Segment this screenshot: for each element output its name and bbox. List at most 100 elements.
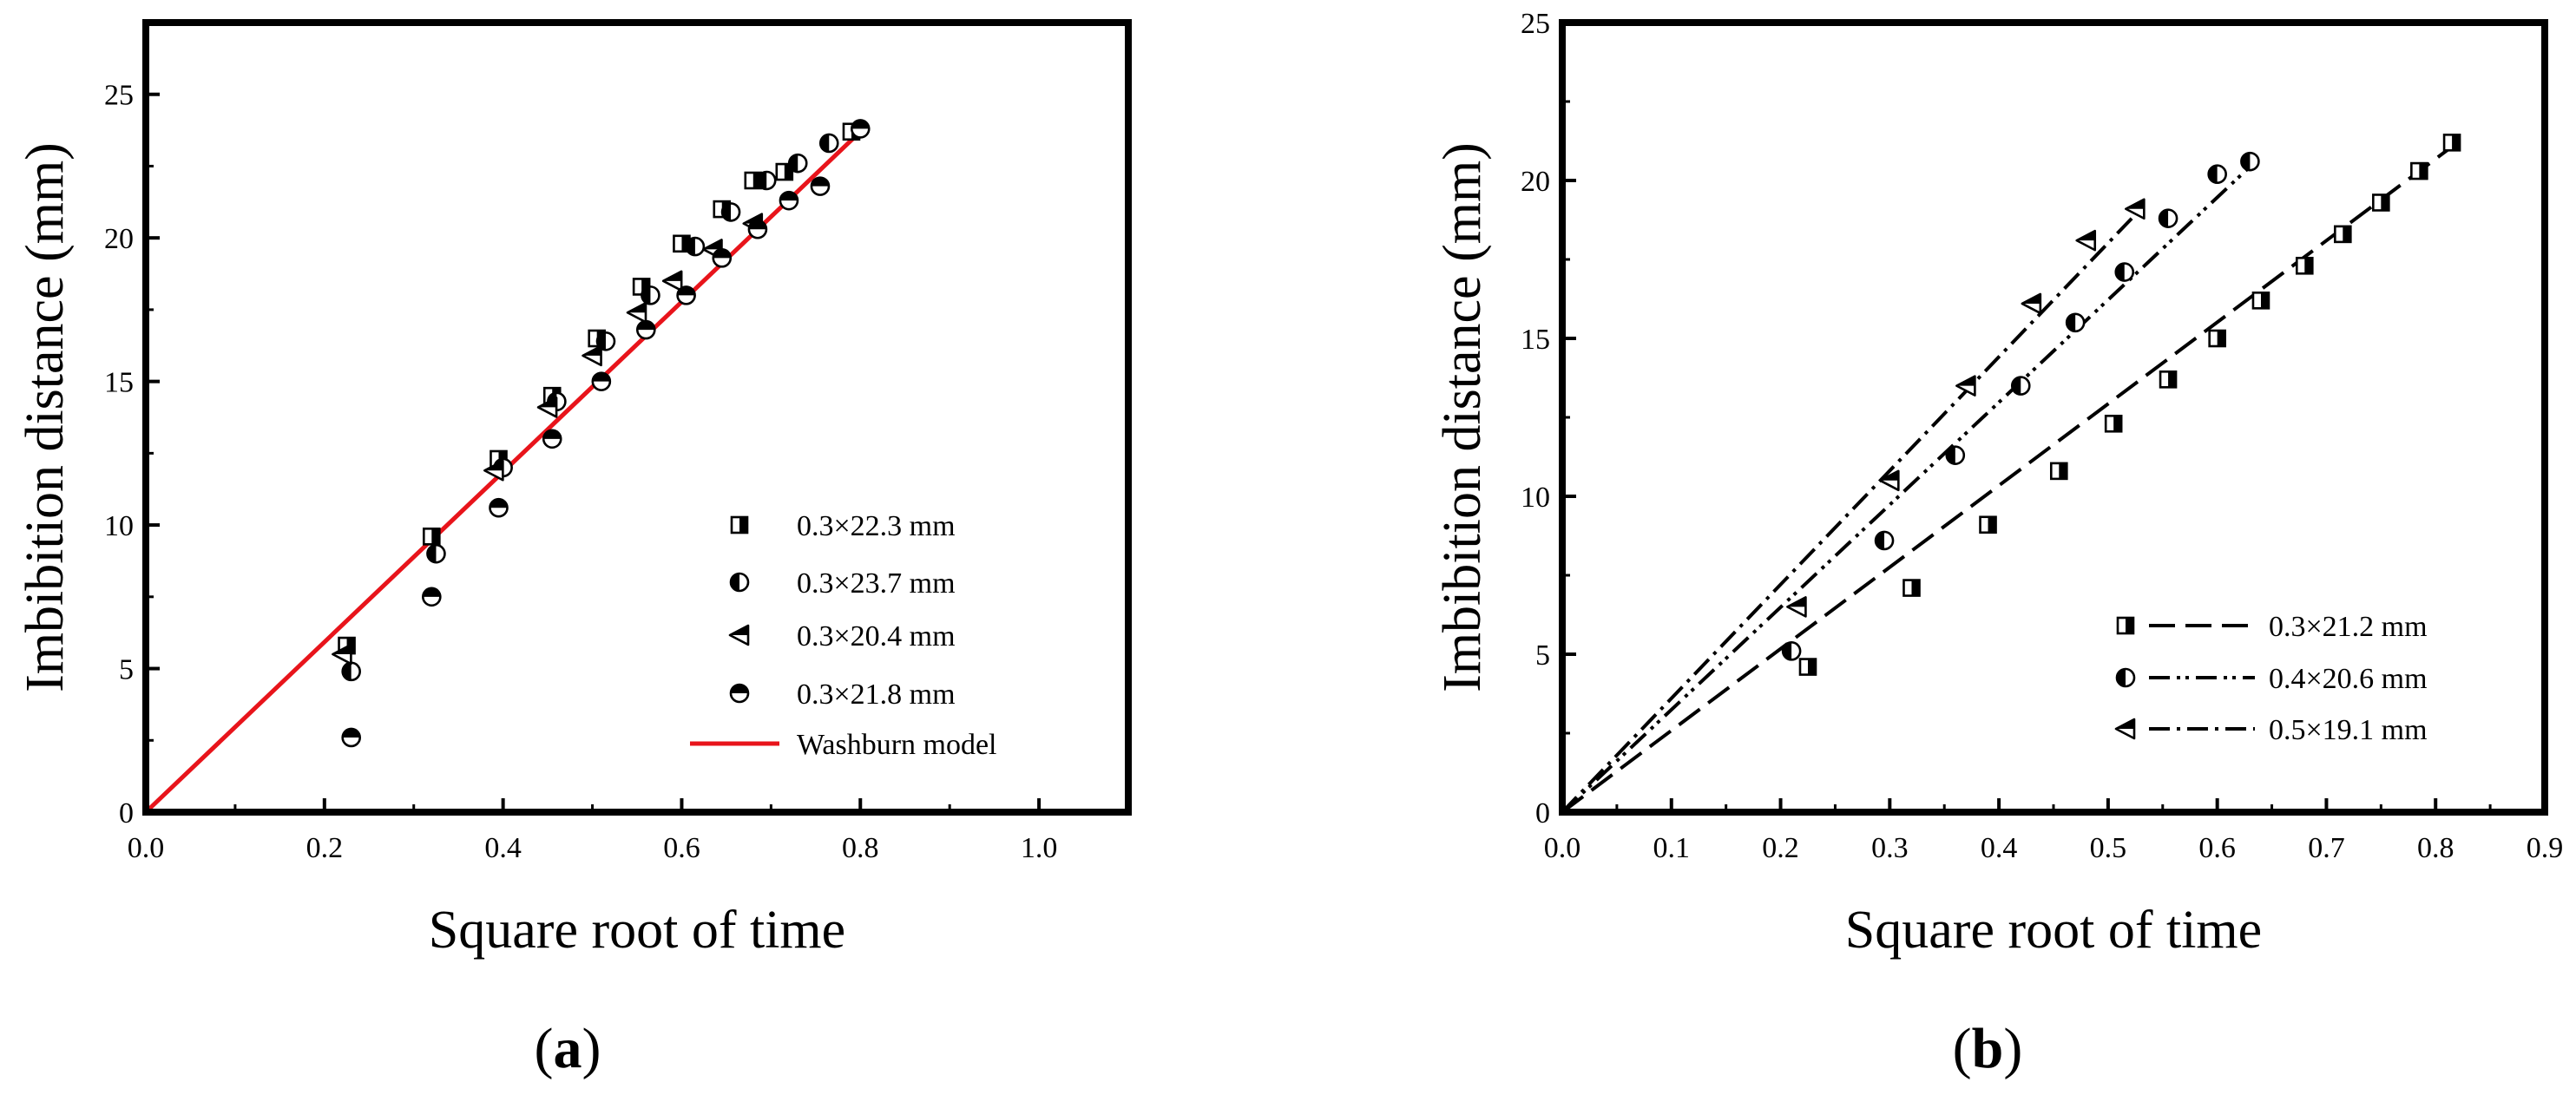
panel-a-series-1-point — [641, 285, 660, 305]
panel-b-series-1-point — [1781, 641, 1802, 661]
panel-a-series-1-point — [426, 543, 446, 564]
panel-b-series-0-point — [2104, 414, 2123, 433]
panel-b-x-ticks: 0.0 0.1 0.2 0.3 0.4 0.5 0.6 0.7 0.8 0.9 — [1544, 798, 2564, 864]
panel-b-series-2-point — [1879, 469, 1900, 492]
panel-a-series-1-point — [818, 133, 839, 154]
panel-a-series-1-point — [341, 661, 361, 682]
panel-a-y-tick-label: 0 — [119, 797, 134, 829]
panel-b-y-ticks: 0 5 10 15 20 25 — [1521, 8, 1576, 829]
panel-a-x-tick-label: 0.4 — [484, 832, 522, 864]
panel-b-legend-marker-0 — [2116, 616, 2135, 635]
panel-a-series-3-point — [489, 497, 509, 518]
panel-b-x-tick-label: 0.5 — [2090, 832, 2127, 864]
panel-a-series-1-point — [720, 202, 741, 222]
panel-a-series-3-point — [635, 319, 656, 340]
panel-a-plot-frame — [142, 19, 1132, 816]
panel-a-x-ticks: 0.0 0.2 0.4 0.6 0.8 1.0 — [128, 798, 1130, 864]
panel-a-series-3-point — [850, 119, 871, 139]
panel-b-series-1-point — [2207, 164, 2227, 185]
panel-b-y-tick-label: 20 — [1521, 166, 1550, 198]
panel-b-y-tick-label: 10 — [1521, 482, 1550, 514]
panel-b-series-0-point — [2208, 329, 2226, 348]
panel-b-legend: 0.3×21.2 mm 0.4×20.6 mm 0.5×19.1 mm — [2114, 611, 2428, 746]
panel-a-legend-label-0: 0.3×22.3 mm — [797, 510, 956, 542]
panel-a-y-ticks: 0 5 10 15 20 25 — [104, 80, 160, 829]
panel-b-series-1-point — [2114, 262, 2135, 282]
panel-a-x-tick-label: 0.6 — [663, 832, 700, 864]
panel-a-series-3-point — [591, 371, 612, 391]
panel-a-series-3-point — [810, 176, 831, 196]
panel-b-legend-label-0: 0.3×21.2 mm — [2269, 611, 2428, 643]
panel-a-legend-label-2: 0.3×20.4 mm — [797, 620, 956, 652]
panel-b-x-tick-label: 0.7 — [2308, 832, 2345, 864]
panel-b-series-0-point — [2334, 225, 2352, 244]
panel-a-y-tick-label: 20 — [104, 223, 134, 255]
panel-b-x-tick-label: 0.2 — [1762, 832, 1799, 864]
panel-b-series-0-point — [2049, 462, 2068, 481]
panel-a-label: (a) — [535, 1017, 601, 1080]
panel-b-series-1-point — [2240, 151, 2260, 172]
panel-b-x-tick-label: 0.9 — [2527, 832, 2564, 864]
panel-a-y-tick-label: 15 — [104, 367, 134, 399]
panel-b-series-1-point — [1874, 530, 1895, 551]
panel-b-series-2-fit-line — [1561, 207, 2143, 814]
panel-b-legend-marker-1 — [2115, 667, 2136, 688]
panel-a-series-0-point — [775, 162, 794, 181]
panel-a-legend: 0.3×22.3 mm 0.3×23.7 mm 0.3×20.4 mm 0.3×… — [690, 510, 997, 761]
panel-a-series-3-point — [747, 219, 768, 239]
panel-b-y-tick-label: 0 — [1535, 797, 1550, 829]
panel-a-y-tick-label: 25 — [104, 80, 134, 112]
panel-b-series-0-point — [2410, 161, 2428, 180]
panel-b-series-2-point — [2125, 198, 2146, 220]
panel-b-label: (b) — [1953, 1017, 2023, 1080]
panel-b-series-1-point — [1945, 445, 1966, 465]
panel-a-legend-marker-1 — [729, 572, 750, 593]
panel-a-legend-label-1: 0.3×23.7 mm — [797, 567, 956, 600]
panel-a-series-3-point — [712, 248, 733, 268]
panel-b-y-tick-label: 5 — [1535, 639, 1550, 672]
panel-b-y-tick-label: 25 — [1521, 8, 1550, 40]
panel-a-series-1-point — [787, 153, 808, 174]
panel-a-series-2-point — [332, 643, 352, 666]
panel-b-y-tick-label: 15 — [1521, 324, 1550, 356]
panel-a-legend-marker-3 — [729, 683, 750, 704]
panel-a-y-tick-label: 5 — [119, 654, 134, 686]
panel-a-marks — [144, 119, 871, 814]
panel-b: 0.0 0.1 0.2 0.3 0.4 0.5 0.6 0.7 0.8 0.9 0 5 10 15 20 2… — [1433, 8, 2563, 1080]
panel-b-series-1-point — [2158, 208, 2178, 228]
panel-a-series-3-point — [542, 429, 562, 449]
panel-a-series-3-point — [676, 285, 696, 305]
panel-a-x-tick-label: 1.0 — [1021, 832, 1058, 864]
panel-b-series-2-point — [1786, 596, 1807, 618]
panel-b-series-0-point — [1979, 515, 1997, 534]
panel-b-x-axis-title: Square root of time — [1845, 901, 2262, 960]
panel-a-series-2-point — [626, 301, 647, 324]
panel-b-series-0-point — [2372, 193, 2390, 212]
panel-b-series-0-fit-line — [1561, 141, 2459, 814]
panel-a-legend-marker-0 — [730, 515, 749, 534]
panel-b-series-1-fit-line — [1561, 160, 2257, 814]
panel-a-series-3-point — [422, 587, 442, 607]
panel-b-x-tick-label: 0.8 — [2417, 832, 2454, 864]
panel-b-marks — [1561, 134, 2461, 814]
panel-a-series-1-point — [685, 236, 706, 257]
panel-b-series-0-point — [2159, 370, 2178, 389]
panel-a-legend-marker-2 — [728, 624, 750, 646]
panel-a-series-3-point — [341, 727, 361, 748]
panel-b-x-tick-label: 0.6 — [2198, 832, 2236, 864]
panel-a-series-0-point — [423, 528, 441, 546]
panel-a-x-tick-label: 0.8 — [842, 832, 879, 864]
panel-b-series-2-point — [1955, 375, 1976, 397]
panel-a-series-2-point — [536, 397, 558, 418]
panel-a-x-tick-label: 0.2 — [306, 832, 344, 864]
panel-b-legend-label-2: 0.5×19.1 mm — [2269, 714, 2428, 746]
panel-b-series-1-point — [2065, 312, 2086, 333]
panel-a-series-2-point — [661, 270, 683, 292]
panel-b-series-0-point — [2295, 256, 2314, 275]
panel-b-series-0-point — [2442, 134, 2461, 152]
panel-a-y-tick-label: 10 — [104, 510, 134, 542]
panel-b-series-2-point — [2021, 292, 2042, 315]
panel-a-series-1-point — [756, 170, 777, 191]
panel-a-series-3-point — [779, 190, 799, 211]
